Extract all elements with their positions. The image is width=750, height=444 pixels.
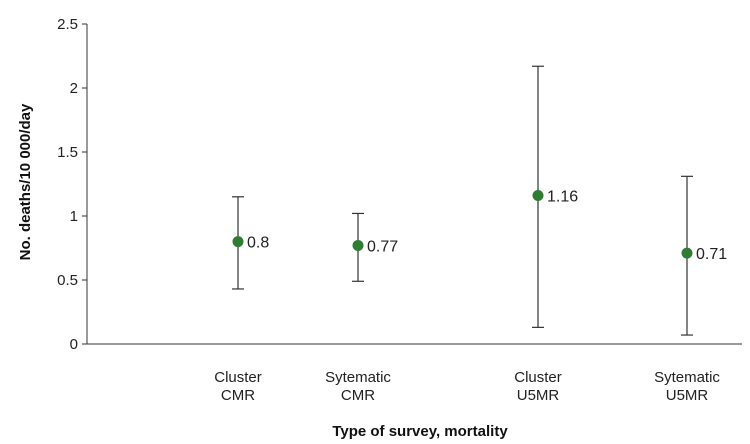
x-category-label: CMR bbox=[221, 387, 255, 404]
data-label: 0.8 bbox=[247, 235, 269, 252]
x-category-label: Sytematic bbox=[325, 369, 391, 386]
x-category-label: CMR bbox=[341, 387, 375, 404]
data-point bbox=[532, 190, 544, 202]
data-point-group: 0.77 bbox=[352, 212, 398, 282]
x-category-label: Cluster bbox=[514, 369, 562, 386]
x-category-label: U5MR bbox=[666, 387, 709, 404]
y-tick-label: 2 bbox=[70, 80, 78, 97]
y-axis: 0 0.5 1 1.5 2 2.5 bbox=[57, 16, 88, 353]
data-label: 0.71 bbox=[696, 246, 727, 263]
data-point bbox=[352, 239, 364, 251]
x-category-label: U5MR bbox=[517, 387, 560, 404]
y-tick-label: 0 bbox=[70, 336, 78, 353]
x-axis-title: Type of survey, mortality bbox=[332, 423, 508, 440]
y-tick-label: 2.5 bbox=[57, 16, 78, 33]
y-tick-label: 1 bbox=[70, 208, 78, 225]
y-axis-title: No. deaths/10 000/day bbox=[17, 103, 34, 260]
x-category-label: Cluster bbox=[214, 369, 262, 386]
y-tick-label: 1.5 bbox=[57, 144, 78, 161]
data-label: 1.16 bbox=[547, 189, 578, 206]
data-point-group: 0.8 bbox=[232, 196, 269, 290]
data-point-group: 0.71 bbox=[681, 175, 727, 336]
plot-area: 0.8 0.77 1.16 0.71 bbox=[232, 65, 727, 336]
y-tick-label: 0.5 bbox=[57, 272, 78, 289]
data-point bbox=[681, 247, 693, 259]
data-label: 0.77 bbox=[367, 238, 398, 255]
data-point-group: 1.16 bbox=[532, 65, 578, 328]
x-axis: ClusterCMRSytematicCMRClusterU5MRSytemat… bbox=[87, 343, 742, 404]
x-category-label: Sytematic bbox=[654, 369, 720, 386]
data-point bbox=[232, 236, 244, 248]
